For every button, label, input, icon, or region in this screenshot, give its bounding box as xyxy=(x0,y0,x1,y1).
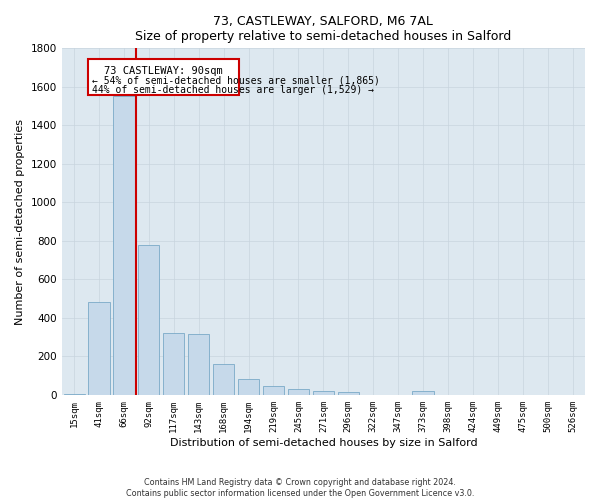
FancyBboxPatch shape xyxy=(88,59,239,96)
Bar xyxy=(188,334,209,395)
Bar xyxy=(213,364,234,395)
Bar xyxy=(412,391,434,395)
Y-axis label: Number of semi-detached properties: Number of semi-detached properties xyxy=(15,118,25,324)
Text: Contains HM Land Registry data © Crown copyright and database right 2024.
Contai: Contains HM Land Registry data © Crown c… xyxy=(126,478,474,498)
Bar xyxy=(238,380,259,395)
Title: 73, CASTLEWAY, SALFORD, M6 7AL
Size of property relative to semi-detached houses: 73, CASTLEWAY, SALFORD, M6 7AL Size of p… xyxy=(135,15,511,43)
Bar xyxy=(88,302,110,395)
Bar xyxy=(113,96,134,395)
Bar xyxy=(288,389,309,395)
X-axis label: Distribution of semi-detached houses by size in Salford: Distribution of semi-detached houses by … xyxy=(170,438,477,448)
Bar xyxy=(263,386,284,395)
Bar xyxy=(338,392,359,395)
Bar xyxy=(64,394,85,395)
Text: 44% of semi-detached houses are larger (1,529) →: 44% of semi-detached houses are larger (… xyxy=(92,85,374,95)
Text: 73 CASTLEWAY: 90sqm: 73 CASTLEWAY: 90sqm xyxy=(104,66,223,76)
Bar xyxy=(163,333,184,395)
Bar xyxy=(313,392,334,395)
Bar xyxy=(138,244,160,395)
Text: ← 54% of semi-detached houses are smaller (1,865): ← 54% of semi-detached houses are smalle… xyxy=(92,76,379,86)
